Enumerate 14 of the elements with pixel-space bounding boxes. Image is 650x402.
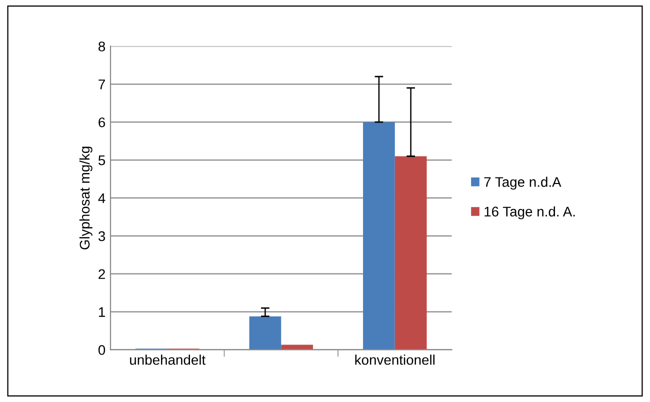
x-tick-label: unbehandelt <box>130 354 206 365</box>
x-tick-label: konventionell <box>355 354 434 365</box>
legend-label: 7 Tage n.d.A <box>484 176 562 190</box>
y-tick-label: 3 <box>98 231 106 242</box>
y-tick-label: 0 <box>98 345 106 355</box>
y-tick-label: 5 <box>98 156 106 166</box>
y-tick-label: 4 <box>98 193 106 204</box>
y-tick-label: 6 <box>98 117 106 128</box>
y-axis-title: Glyphosat mg/kg <box>79 146 92 250</box>
y-tick-label: 1 <box>98 307 105 317</box>
y-tick-label: 8 <box>98 42 106 52</box>
y-tick-label: 7 <box>98 80 105 90</box>
y-tick-label: 2 <box>98 269 105 279</box>
legend-label: 16 Tage n.d. A. <box>484 206 575 220</box>
